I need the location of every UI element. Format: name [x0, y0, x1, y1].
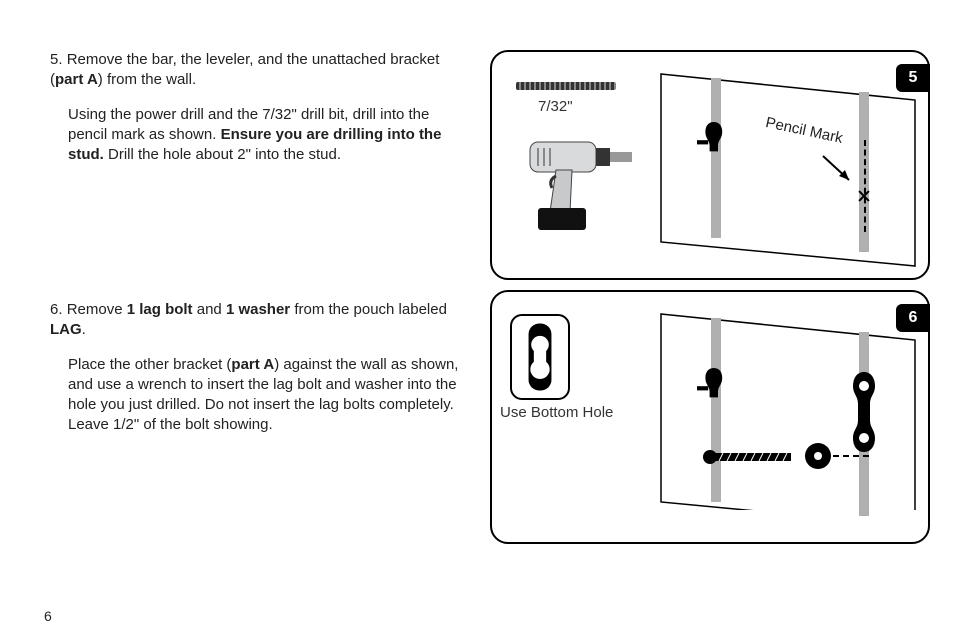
step-6-line1g: . — [82, 321, 86, 338]
pencil-x-mark — [858, 190, 870, 202]
step-5-partA: part A — [55, 71, 98, 88]
stud-left-6 — [711, 318, 721, 502]
bottom-hole-icon — [510, 314, 570, 400]
lag-bolt-icon — [703, 450, 783, 462]
step-6-line1a: Remove — [67, 301, 127, 318]
step-5-text: 5. Remove the bar, the leveler, and the … — [50, 50, 470, 300]
wall-outline-5 — [657, 70, 921, 270]
instructions-column: 5. Remove the bar, the leveler, and the … — [50, 50, 470, 626]
bracket-left-icon — [697, 360, 725, 404]
step-6-partA: part A — [231, 356, 274, 373]
diagrams-column: 5 7/32" — [490, 50, 930, 626]
drill-bit-icon — [516, 82, 616, 90]
bracket-icon — [697, 114, 725, 158]
wall-outline-6 — [657, 310, 921, 510]
step-6-line1c: and — [193, 301, 226, 318]
arrow-icon — [819, 150, 859, 190]
page-number: 6 — [44, 608, 52, 624]
drill-guide-line — [864, 140, 866, 232]
bracket-right-icon — [853, 372, 875, 452]
step-5-line1c: ) from the wall. — [98, 71, 196, 88]
power-drill-icon — [516, 126, 636, 236]
step-6-number: 6. — [50, 301, 63, 318]
diagram-5: 5 7/32" — [490, 50, 930, 280]
diagram-6: 6 Use Bottom Hole — [490, 290, 930, 544]
step-6-washer: 1 washer — [226, 301, 290, 318]
step-5-line2c: Drill the hole about 2" into the stud. — [104, 146, 341, 163]
step-6-text: 6. Remove 1 lag bolt and 1 washer from t… — [50, 300, 470, 436]
manual-page: 5. Remove the bar, the leveler, and the … — [0, 0, 954, 636]
drill-bit-label: 7/32" — [538, 98, 573, 115]
washer-icon — [805, 443, 831, 469]
step-6-line1e: from the pouch labeled — [290, 301, 447, 318]
wall-scene-6 — [657, 310, 921, 510]
step-6-lag: LAG — [50, 321, 82, 338]
install-guide-line — [833, 455, 869, 457]
bottom-hole-label: Use Bottom Hole — [500, 404, 613, 421]
step-5-number: 5. — [50, 51, 63, 68]
wall-scene-5: Pencil Mark — [657, 70, 921, 270]
step-6-line2a: Place the other bracket ( — [68, 356, 231, 373]
step-6-lagbolt: 1 lag bolt — [127, 301, 193, 318]
